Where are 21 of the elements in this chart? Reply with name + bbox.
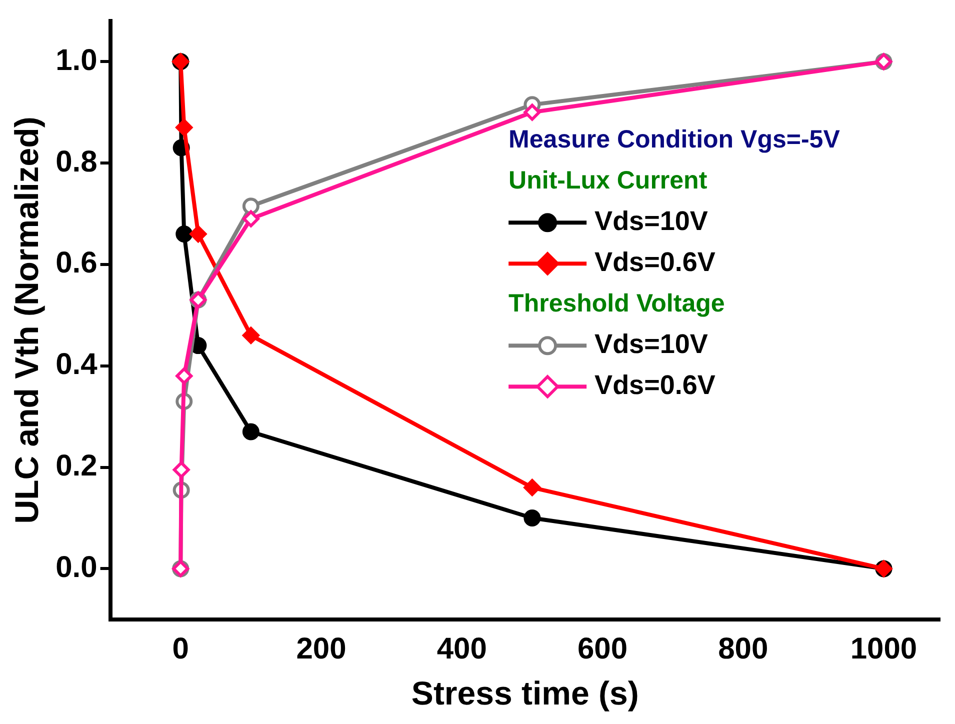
y-tick-label: 0.4 — [56, 348, 98, 382]
x-tick-label: 0 — [172, 632, 189, 666]
x-tick-label: 600 — [577, 632, 628, 666]
y-tick-label: 0.8 — [56, 145, 98, 178]
legend-label: Vds=10V — [594, 206, 708, 236]
y-tick-label: 0.6 — [56, 246, 98, 280]
x-tick-label: 1000 — [850, 632, 918, 666]
y-tick-label: 0.2 — [56, 450, 98, 483]
legend-label: Vds=0.6V — [594, 370, 716, 400]
x-tick-label: 800 — [718, 632, 768, 666]
x-tick-label: 400 — [436, 632, 487, 666]
y-axis-title: ULC and Vth (Normalized) — [8, 116, 45, 524]
legend-title: Measure Condition Vgs=-5V — [508, 126, 840, 154]
legend-label: Vds=0.6V — [594, 247, 716, 278]
x-axis-title: Stress time (s) — [411, 674, 639, 712]
annotation: Unit-Lux Current — [508, 166, 708, 195]
x-tick-label: 200 — [296, 632, 346, 666]
annotation: Threshold Voltage — [508, 290, 725, 318]
y-tick-label: 0.0 — [56, 550, 98, 584]
y-tick-label: 1.0 — [56, 44, 98, 77]
legend-label: Vds=10V — [594, 329, 708, 360]
